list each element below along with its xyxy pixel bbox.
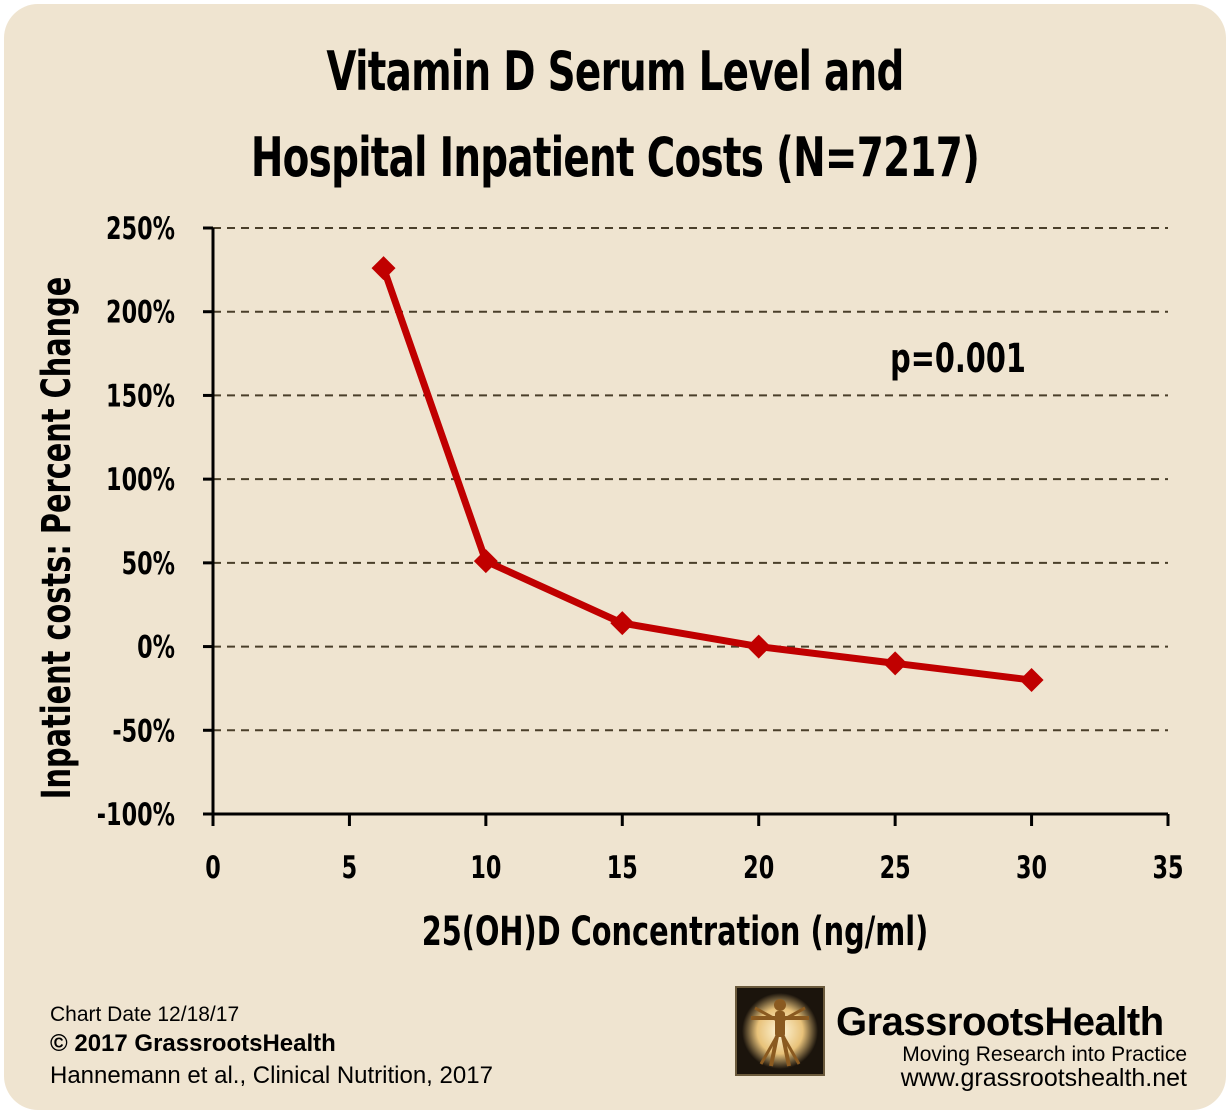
y-tick-label: -50% <box>112 714 175 750</box>
y-tick-label: 100% <box>106 463 175 499</box>
y-tick-label: 50% <box>122 546 175 582</box>
brand-name: GrassrootsHealth <box>836 1000 1164 1044</box>
x-tick-label: 35 <box>1152 850 1183 886</box>
y-tick-label: -100% <box>97 797 175 833</box>
data-point-marker <box>883 651 908 676</box>
x-tick-label: 10 <box>470 850 501 886</box>
citation: Hannemann et al., Clinical Nutrition, 20… <box>50 1062 493 1089</box>
data-point-marker <box>746 634 771 659</box>
data-point-marker <box>371 256 396 281</box>
y-tick-labels: 250% 200% 150% 100% 50% 0% -50% -100% <box>97 211 213 833</box>
data-point-marker <box>1019 668 1044 693</box>
y-tick-label: 0% <box>137 630 175 666</box>
chart-card <box>4 4 1226 1110</box>
copyright: © 2017 GrassrootsHealth <box>50 1030 336 1057</box>
series-line-path <box>380 267 1032 684</box>
y-tick-label: 150% <box>106 379 175 415</box>
x-axis-title: 25(OH)D Concentration (ng/ml) <box>422 909 929 955</box>
data-point-marker <box>473 549 498 574</box>
x-tick-label: 15 <box>607 850 638 886</box>
vitruvian-man-icon <box>735 986 825 1076</box>
chart-date: Chart Date 12/18/17 <box>50 1003 240 1026</box>
x-tick-label: 25 <box>880 850 911 886</box>
y-axis-title: Inpatient costs: Percent Change <box>34 277 80 800</box>
p-value-annotation: p=0.001 <box>890 336 1026 382</box>
y-tick-label: 200% <box>106 295 175 331</box>
x-tick-label: 30 <box>1016 850 1047 886</box>
chart-title-line2: Hospital Inpatient Costs (N=7217) <box>250 126 980 189</box>
series-line <box>371 256 1044 693</box>
gridlines <box>213 227 1168 732</box>
x-tick-labels: 0 5 10 15 20 25 30 35 <box>205 814 1184 886</box>
chart-title-line1: Vitamin D Serum Level and <box>326 40 904 103</box>
x-tick-label: 20 <box>743 850 774 886</box>
data-point-marker <box>610 611 635 636</box>
website-link[interactable]: www.grassrootshealth.net <box>900 1064 1187 1092</box>
brand-tagline: Moving Research into Practice <box>902 1043 1187 1066</box>
line-chart: 250% 200% 150% 100% 50% 0% -50% -100% 0 5 10 15 20 2… <box>34 211 1184 955</box>
y-tick-label: 250% <box>106 211 175 247</box>
x-tick-label: 5 <box>342 850 358 886</box>
x-tick-label: 0 <box>205 850 221 886</box>
